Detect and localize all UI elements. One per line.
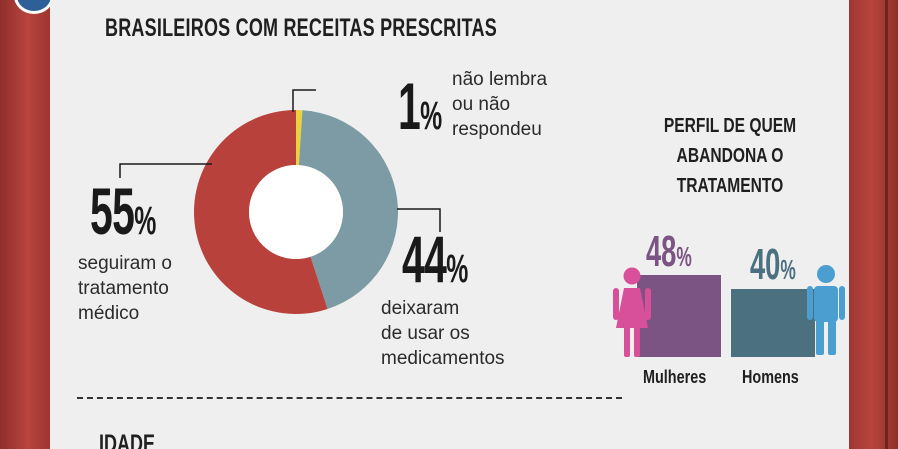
content-panel: [50, 0, 849, 449]
value-mulheres-num: 48: [646, 227, 677, 276]
desc-1-line-2: ou não: [452, 94, 511, 115]
desc-55: seguiram o tratamento médico: [78, 251, 172, 326]
pct-label-1: 1%: [398, 73, 442, 139]
bar-homens: [731, 289, 815, 357]
pct-value-1: 1: [398, 69, 421, 143]
value-homens: 40%: [750, 243, 796, 287]
left-frame-border: [0, 0, 50, 449]
desc-1: não lembra ou não respondeu: [452, 67, 547, 142]
desc-1-line-1: não lembra: [452, 69, 548, 90]
pct-unit-44: %: [446, 247, 468, 291]
next-section-title: IDADE: [99, 430, 156, 449]
desc-44-line-2: de usar os: [381, 323, 470, 344]
desc-55-line-2: tratamento: [78, 278, 169, 299]
donut-slice-1: [296, 110, 303, 166]
donut-slice-55: [194, 110, 328, 314]
right-frame-border: [849, 0, 898, 449]
pct-unit-55: %: [134, 199, 156, 243]
frame-edge: [885, 0, 888, 449]
section-divider: [77, 397, 622, 399]
value-mulheres-unit: %: [676, 241, 692, 272]
profile-title-line-2: ABANDONA O: [676, 145, 784, 167]
pct-value-55: 55: [90, 174, 135, 248]
leader-line-1: [292, 89, 316, 112]
desc-44-line-3: medicamentos: [381, 348, 505, 369]
desc-44: deixaram de usar os medicamentos: [381, 296, 505, 371]
leader-line-44: [397, 208, 441, 232]
leader-line-55: [119, 163, 212, 178]
profile-title-line-3: TRATAMENTO: [676, 175, 784, 197]
pct-unit-1: %: [420, 94, 442, 138]
donut-title: BRASILEIROS COM RECEITAS PRESCRITAS: [105, 14, 497, 42]
female-person-icon: [613, 267, 651, 357]
value-mulheres: 48%: [646, 230, 692, 274]
desc-44-line-1: deixaram: [381, 298, 460, 319]
pct-value-44: 44: [402, 222, 447, 296]
desc-1-line-3: respondeu: [452, 119, 542, 140]
profile-title-line-1: PERFIL DE QUEM: [663, 115, 797, 137]
desc-55-line-1: seguiram o: [78, 253, 172, 274]
value-homens-num: 40: [750, 240, 781, 289]
male-person-icon: [807, 265, 845, 355]
pct-label-55: 55%: [90, 178, 156, 244]
profile-title: PERFIL DE QUEM ABANDONA O TRATAMENTO: [644, 111, 816, 201]
donut-hole: [249, 165, 343, 259]
label-homens: Homens: [742, 367, 799, 387]
label-mulheres: Mulheres: [643, 367, 707, 387]
desc-55-line-3: médico: [78, 303, 140, 324]
pct-label-44: 44%: [402, 226, 468, 292]
donut-slice-44: [298, 110, 399, 310]
value-homens-unit: %: [780, 254, 796, 285]
